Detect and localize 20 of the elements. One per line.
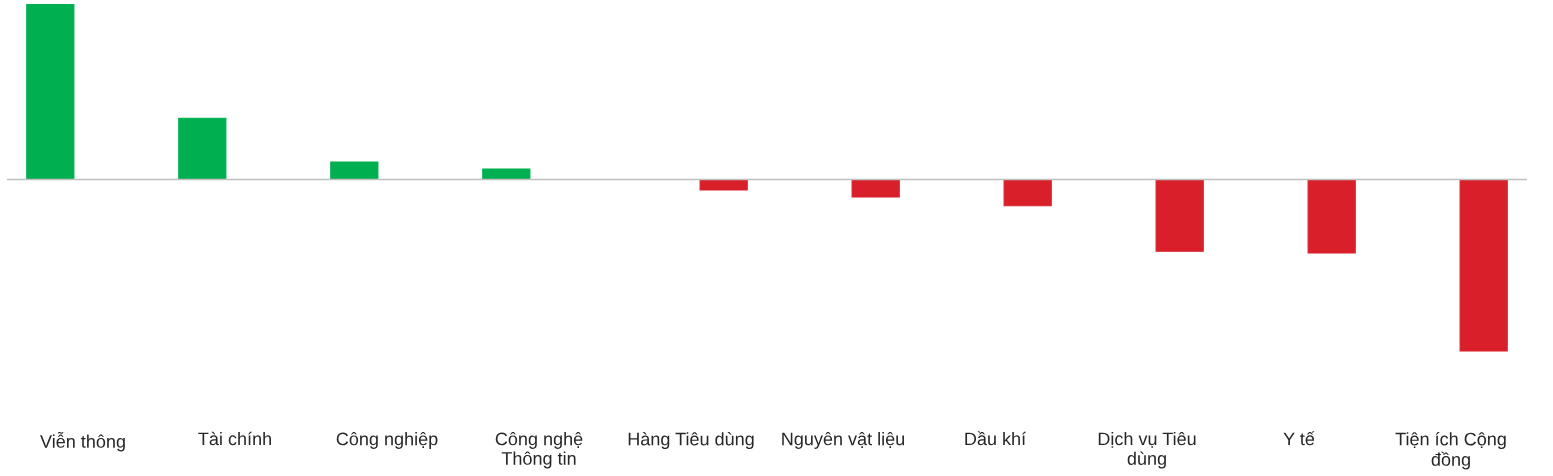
x-tick-label: Tiện ích Cộng đồng: [1395, 432, 1506, 470]
bar: [482, 168, 531, 181]
x-tick-label: Hàng Tiêu dùng: [628, 432, 754, 450]
bar: [1307, 178, 1356, 254]
x-tick-label: Nguyên vật liệu: [782, 432, 905, 449]
x-tick-label: Dịch vụ Tiêu dùng: [1098, 431, 1196, 469]
bar: [1155, 178, 1204, 252]
bar: [178, 117, 227, 181]
bar: [330, 161, 379, 181]
bar: [1003, 178, 1052, 207]
bar: [851, 178, 900, 198]
x-tick-label: Công nghệ Thông tin: [495, 432, 583, 469]
bar: [26, 3, 75, 181]
x-tick-label: Dầu khí: [965, 431, 1027, 446]
bar: [699, 178, 748, 191]
x-tick-label: Tài chính: [198, 431, 271, 446]
x-tick-label: Công nghiệp: [336, 432, 438, 449]
x-tick-label: Viễn thông: [40, 432, 125, 452]
x-tick-label: Y tế: [1283, 431, 1315, 446]
bar: [1459, 178, 1508, 352]
